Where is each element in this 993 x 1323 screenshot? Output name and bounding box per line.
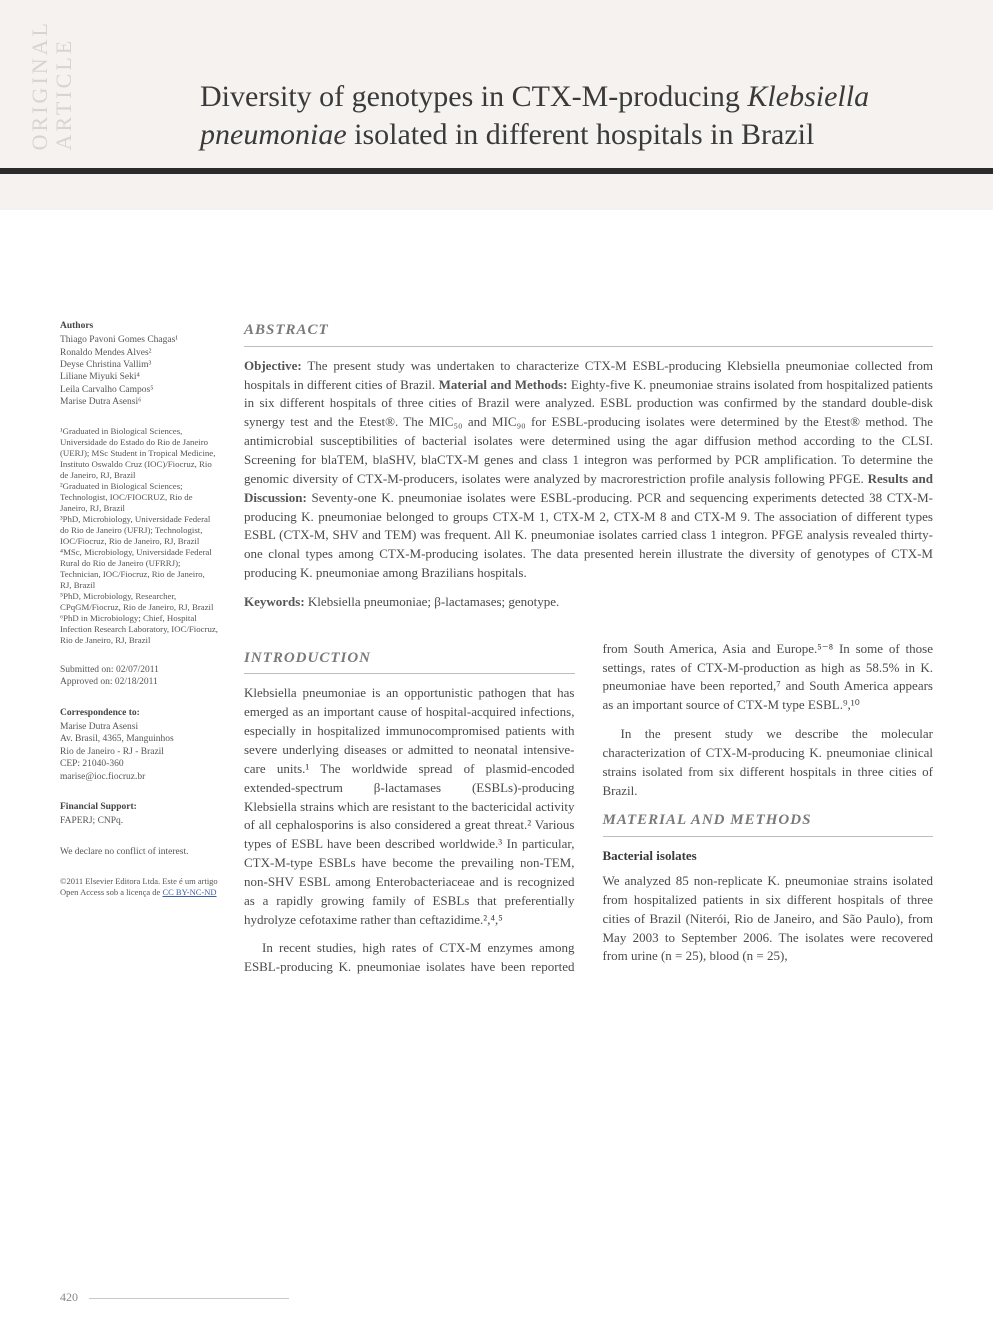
methods-text: Eighty-five K. pneumoniae strains isolat… — [244, 377, 933, 486]
abstract-body: Objective: The present study was underta… — [244, 357, 933, 612]
support-block: Financial Support: FAPERJ; CNPq. — [60, 801, 218, 828]
copyright-block: ©2011 Elsevier Editora Ltda. Este é um a… — [60, 876, 218, 898]
side-tab-line1: ORIGINAL — [27, 20, 52, 150]
page-number-rule — [89, 1298, 289, 1299]
mm-p1: We analyzed 85 non-replicate K. pneumoni… — [603, 872, 934, 966]
cc-license-link[interactable]: CC BY-NC-ND — [162, 887, 216, 897]
page-number-value: 420 — [60, 1290, 78, 1304]
keywords-lead: Keywords: — [244, 594, 305, 609]
support-body: FAPERJ; CNPq. — [60, 815, 218, 827]
two-column-body: INTRODUCTION Klebsiella pneumoniae is an… — [244, 640, 933, 977]
title-rule — [0, 168, 993, 174]
support-heading: Financial Support: — [60, 801, 218, 813]
authors-list: Thiago Pavoni Gomes Chagas¹ Ronaldo Mend… — [60, 334, 218, 408]
keywords-text: Klebsiella pneumoniae; β-lactamases; gen… — [305, 594, 560, 609]
correspondence-block: Correspondence to: Marise Dutra Asensi A… — [60, 707, 218, 783]
methods-heading: MATERIAL AND METHODS — [603, 810, 934, 837]
page-body: Authors Thiago Pavoni Gomes Chagas¹ Rona… — [60, 320, 933, 1283]
side-tab-line2: ARTICLE — [51, 38, 76, 151]
page-number: 420 — [60, 1290, 289, 1305]
affiliations: ¹Graduated in Biological Sciences, Unive… — [60, 426, 218, 646]
authors-heading: Authors — [60, 320, 218, 332]
article-type-tab: ORIGINAL ARTICLE — [28, 20, 76, 150]
results-text: Seventy-one K. pneumoniae isolates were … — [244, 490, 933, 580]
correspondence-body: Marise Dutra Asensi Av. Brasil, 4365, Ma… — [60, 721, 218, 783]
title-part2: isolated in different hospitals in Brazi… — [347, 118, 815, 151]
introduction-heading: INTRODUCTION — [244, 648, 575, 675]
authors-block: Authors Thiago Pavoni Gomes Chagas¹ Rona… — [60, 320, 218, 408]
sidebar: Authors Thiago Pavoni Gomes Chagas¹ Rona… — [60, 320, 218, 1283]
objective-lead: Objective: — [244, 358, 302, 373]
article-title: Diversity of genotypes in CTX-M-producin… — [200, 78, 933, 153]
main-column: ABSTRACT Objective: The present study wa… — [244, 320, 933, 1283]
abstract-heading: ABSTRACT — [244, 320, 933, 347]
bacterial-isolates-subhead: Bacterial isolates — [603, 847, 934, 866]
methods-lead: Material and Methods: — [439, 377, 568, 392]
correspondence-heading: Correspondence to: — [60, 707, 218, 719]
intro-p1: Klebsiella pneumoniae is an opportunisti… — [244, 684, 575, 929]
dates-block: Submitted on: 02/07/2011 Approved on: 02… — [60, 664, 218, 689]
keywords-line: Keywords: Klebsiella pneumoniae; β-lacta… — [244, 593, 933, 612]
title-part1: Diversity of genotypes in CTX-M-producin… — [200, 80, 747, 113]
conflict-statement: We declare no conflict of interest. — [60, 846, 218, 858]
intro-p3: In the present study we describe the mol… — [603, 725, 934, 800]
